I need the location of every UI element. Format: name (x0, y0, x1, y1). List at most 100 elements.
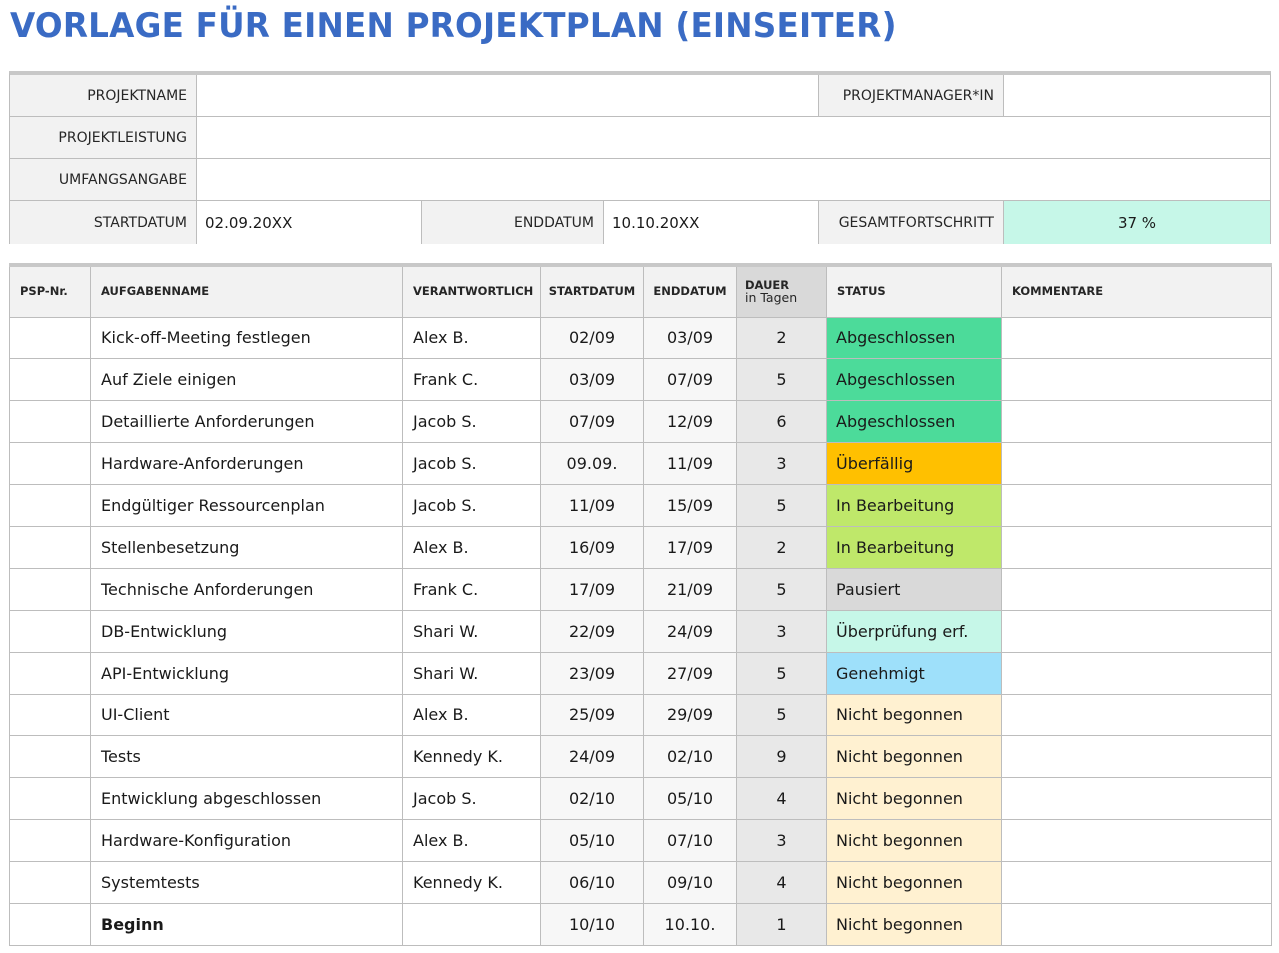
cell-comment[interactable] (1001, 902, 1272, 946)
cell-start[interactable]: 06/10 (540, 861, 644, 904)
cell-status[interactable]: Nicht begonnen (826, 902, 1002, 946)
cell-psp[interactable] (9, 484, 91, 527)
cell-end[interactable]: 15/09 (643, 484, 737, 527)
cell-comment[interactable] (1001, 400, 1272, 444)
cell-end[interactable]: 07/09 (643, 358, 737, 402)
cell-duration[interactable]: 3 (736, 609, 827, 653)
cell-comment[interactable] (1001, 861, 1272, 904)
start-field[interactable]: 02.09.20XX (197, 201, 422, 244)
cell-task[interactable]: Auf Ziele einigen (90, 358, 403, 402)
cell-start[interactable]: 22/09 (540, 609, 644, 653)
cell-task[interactable]: API-Entwicklung (90, 651, 403, 695)
cell-psp[interactable] (9, 442, 91, 486)
cell-duration[interactable]: 4 (736, 777, 827, 821)
cell-owner[interactable]: Jacob S. (402, 484, 541, 527)
cell-owner[interactable]: Frank C. (402, 567, 541, 611)
cell-comment[interactable] (1001, 651, 1272, 695)
cell-psp[interactable] (9, 693, 91, 737)
cell-start[interactable]: 02/10 (540, 777, 644, 821)
cell-duration[interactable]: 2 (736, 525, 827, 569)
header-kommentare[interactable]: KOMMENTARE (1001, 265, 1272, 318)
cell-duration[interactable]: 5 (736, 651, 827, 695)
cell-status[interactable]: Pausiert (826, 567, 1002, 611)
header-aufgabe[interactable]: AUFGABENNAME (90, 265, 403, 318)
cell-status[interactable]: Überprüfung erf. (826, 609, 1002, 653)
cell-task[interactable]: Beginn (90, 902, 403, 946)
cell-duration[interactable]: 3 (736, 819, 827, 863)
cell-owner[interactable]: Kennedy K. (402, 735, 541, 779)
fortschritt-value[interactable]: 37 % (1004, 201, 1270, 244)
cell-comment[interactable] (1001, 484, 1272, 527)
cell-psp[interactable] (9, 861, 91, 904)
cell-start[interactable]: 17/09 (540, 567, 644, 611)
cell-owner[interactable]: Alex B. (402, 316, 541, 360)
cell-task[interactable]: UI-Client (90, 693, 403, 737)
cell-duration[interactable]: 5 (736, 484, 827, 527)
leistung-field[interactable] (197, 117, 1270, 158)
cell-owner[interactable]: Frank C. (402, 358, 541, 402)
cell-end[interactable]: 24/09 (643, 609, 737, 653)
cell-start[interactable]: 09.09. (540, 442, 644, 486)
cell-status[interactable]: Nicht begonnen (826, 861, 1002, 904)
header-status[interactable]: STATUS (826, 265, 1002, 318)
cell-start[interactable]: 16/09 (540, 525, 644, 569)
cell-owner[interactable]: Jacob S. (402, 777, 541, 821)
cell-psp[interactable] (9, 316, 91, 360)
cell-end[interactable]: 17/09 (643, 525, 737, 569)
cell-end[interactable]: 05/10 (643, 777, 737, 821)
cell-task[interactable]: Endgültiger Ressourcenplan (90, 484, 403, 527)
header-verantwortlich[interactable]: VERANTWORTLICH (402, 265, 541, 318)
cell-duration[interactable]: 1 (736, 902, 827, 946)
cell-comment[interactable] (1001, 609, 1272, 653)
cell-end[interactable]: 29/09 (643, 693, 737, 737)
cell-psp[interactable] (9, 902, 91, 946)
cell-psp[interactable] (9, 777, 91, 821)
cell-start[interactable]: 23/09 (540, 651, 644, 695)
cell-status[interactable]: Überfällig (826, 442, 1002, 486)
cell-start[interactable]: 07/09 (540, 400, 644, 444)
cell-duration[interactable]: 4 (736, 861, 827, 904)
cell-end[interactable]: 27/09 (643, 651, 737, 695)
cell-end[interactable]: 10.10. (643, 902, 737, 946)
cell-start[interactable]: 11/09 (540, 484, 644, 527)
cell-task[interactable]: Hardware-Konfiguration (90, 819, 403, 863)
header-dauer[interactable]: DAUER in Tagen (736, 265, 827, 318)
header-end[interactable]: ENDDATUM (643, 265, 737, 318)
cell-start[interactable]: 03/09 (540, 358, 644, 402)
cell-psp[interactable] (9, 567, 91, 611)
cell-comment[interactable] (1001, 442, 1272, 486)
cell-task[interactable]: DB-Entwicklung (90, 609, 403, 653)
cell-duration[interactable]: 2 (736, 316, 827, 360)
cell-end[interactable]: 12/09 (643, 400, 737, 444)
cell-status[interactable]: Nicht begonnen (826, 819, 1002, 863)
cell-comment[interactable] (1001, 358, 1272, 402)
cell-comment[interactable] (1001, 777, 1272, 821)
cell-end[interactable]: 02/10 (643, 735, 737, 779)
cell-comment[interactable] (1001, 693, 1272, 737)
header-psp[interactable]: PSP-Nr. (9, 265, 91, 318)
cell-psp[interactable] (9, 735, 91, 779)
cell-start[interactable]: 25/09 (540, 693, 644, 737)
cell-psp[interactable] (9, 400, 91, 444)
cell-owner[interactable] (402, 902, 541, 946)
cell-owner[interactable]: Alex B. (402, 525, 541, 569)
manager-field[interactable] (1004, 75, 1270, 116)
cell-owner[interactable]: Shari W. (402, 609, 541, 653)
end-field[interactable]: 10.10.20XX (604, 201, 819, 244)
cell-task[interactable]: Technische Anforderungen (90, 567, 403, 611)
projektname-field[interactable] (197, 75, 819, 116)
cell-owner[interactable]: Jacob S. (402, 442, 541, 486)
cell-owner[interactable]: Alex B. (402, 693, 541, 737)
cell-status[interactable]: Abgeschlossen (826, 358, 1002, 402)
cell-comment[interactable] (1001, 819, 1272, 863)
cell-status[interactable]: Abgeschlossen (826, 316, 1002, 360)
cell-end[interactable]: 09/10 (643, 861, 737, 904)
cell-comment[interactable] (1001, 525, 1272, 569)
cell-task[interactable]: Stellenbesetzung (90, 525, 403, 569)
cell-psp[interactable] (9, 358, 91, 402)
cell-status[interactable]: In Bearbeitung (826, 525, 1002, 569)
cell-owner[interactable]: Alex B. (402, 819, 541, 863)
cell-task[interactable]: Systemtests (90, 861, 403, 904)
cell-task[interactable]: Kick-off-Meeting festlegen (90, 316, 403, 360)
cell-comment[interactable] (1001, 735, 1272, 779)
